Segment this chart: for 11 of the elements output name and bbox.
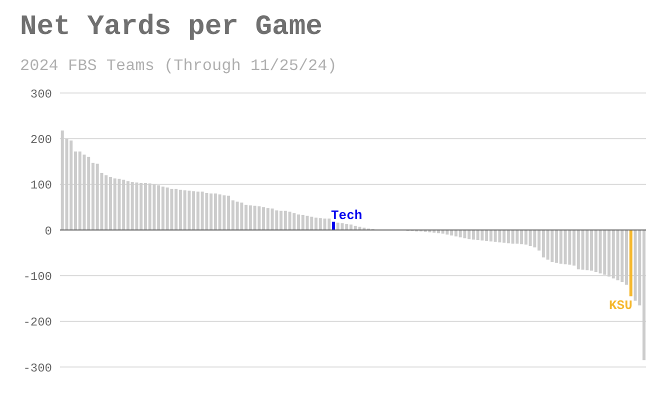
y-tick-label: -100 [23, 270, 52, 284]
y-tick-label: 100 [30, 178, 52, 193]
y-tick-label: 300 [30, 87, 52, 102]
chart-title: Net Yards per Game [20, 12, 324, 43]
y-tick-label: -300 [23, 361, 52, 376]
chart-subtitle: 2024 FBS Teams (Through 11/25/24) [20, 57, 338, 75]
y-tick-label: 0 [44, 224, 52, 238]
data-label: Tech [331, 208, 362, 223]
data-label: KSU [608, 298, 632, 314]
y-tick-label: -200 [23, 316, 52, 330]
y-tick-label: 200 [30, 132, 52, 147]
